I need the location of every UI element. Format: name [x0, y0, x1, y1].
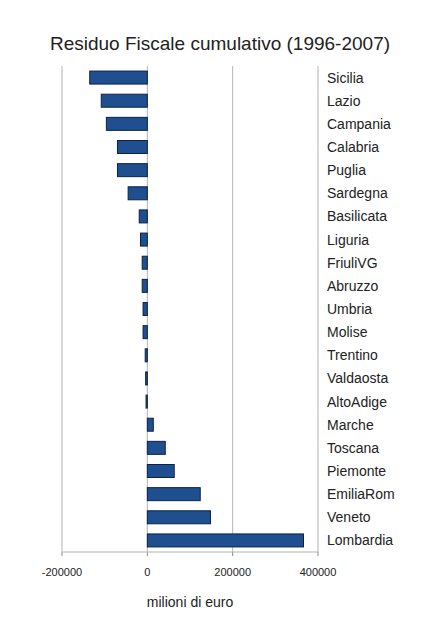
category-label: Puglia [327, 162, 366, 178]
bar [145, 349, 147, 362]
category-label: Lazio [327, 93, 361, 109]
grid-line [232, 66, 233, 552]
tick-mark [62, 552, 63, 556]
category-label: Piemonte [327, 463, 386, 479]
category-label: Basilicata [327, 208, 387, 224]
tick-mark [232, 552, 233, 556]
tick-label: 400000 [300, 566, 337, 578]
bar [141, 233, 148, 246]
bar [147, 465, 174, 478]
title: Residuo Fiscale cumulativo (1996-2007) [50, 33, 390, 54]
category-label: Calabria [327, 139, 379, 155]
category-label: Toscana [327, 440, 379, 456]
bar [106, 117, 147, 130]
bar [142, 279, 147, 292]
category-label: Valdaosta [327, 370, 388, 386]
x-axis-line [62, 552, 318, 553]
category-label: Molise [327, 324, 368, 340]
bar [147, 418, 153, 431]
bar [139, 210, 147, 223]
bar [143, 326, 147, 339]
bar [90, 71, 148, 84]
category-label: FriuliVG [327, 255, 378, 271]
bar [142, 256, 147, 269]
category-label: Trentino [327, 347, 378, 363]
bar [117, 141, 147, 154]
bar [147, 511, 210, 524]
chart-svg: Residuo Fiscale cumulativo (1996-2007) -2… [0, 0, 440, 640]
category-label: Umbria [327, 301, 372, 317]
tick-label: 200000 [214, 566, 251, 578]
category-label: Abruzzo [327, 278, 379, 294]
tick-mark [318, 552, 319, 556]
bars [90, 71, 304, 547]
bar [101, 94, 147, 107]
category-label: EmiliaRom [327, 486, 395, 502]
category-label: Liguria [327, 232, 369, 248]
bar [147, 441, 165, 454]
category-label: Lombardia [327, 532, 393, 548]
bar [147, 488, 200, 501]
x-axis-label: milioni di euro [147, 594, 234, 610]
chart-container: Residuo Fiscale cumulativo (1996-2007) -2… [0, 0, 440, 640]
category-label: Marche [327, 417, 374, 433]
grid-line [62, 66, 63, 552]
category-label: Veneto [327, 509, 371, 525]
bar [117, 164, 147, 177]
bar [147, 534, 303, 547]
category-label: Sardegna [327, 185, 388, 201]
category-label: Sicilia [327, 70, 364, 86]
category-label: Campania [327, 116, 391, 132]
bar [128, 187, 147, 200]
bar [143, 303, 147, 316]
tick-label: -200000 [42, 566, 82, 578]
tick-mark [147, 552, 148, 556]
grid-line [318, 66, 319, 552]
bar [146, 395, 147, 408]
category-label: AltoAdige [327, 394, 387, 410]
tick-label: 0 [144, 566, 150, 578]
bar [146, 372, 148, 385]
